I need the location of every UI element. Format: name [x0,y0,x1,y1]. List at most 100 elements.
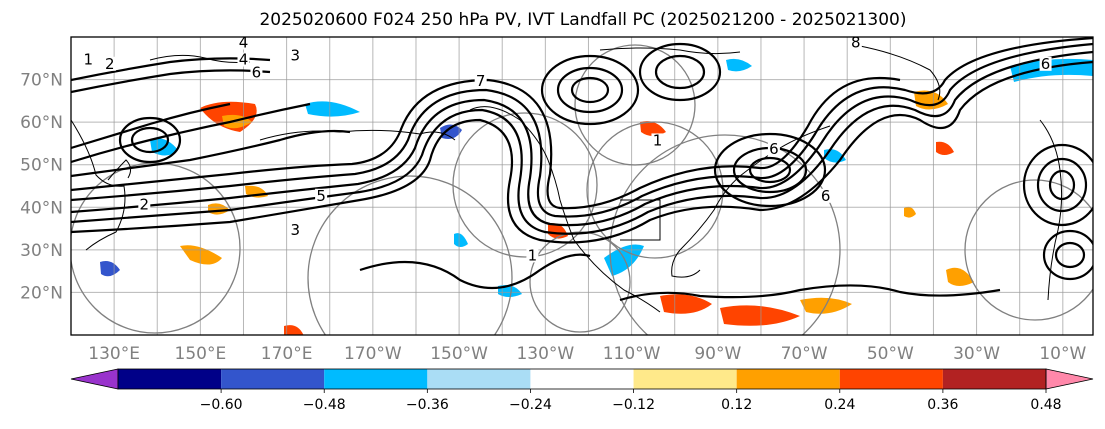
colorbar-tick-label: −0.12 [612,397,655,413]
colorbar-tick-labels: −0.60 −0.48 −0.36 −0.24 −0.12 0.12 0.24 0.36 0.4… [200,389,1062,413]
contour-label-bg [138,197,151,212]
contour-label: 6 [252,63,262,81]
latitude-tick-label: 40°N [20,198,63,218]
europe-africa-coast [1039,119,1063,301]
distance-ring [574,44,696,166]
distance-ring [307,175,513,335]
distance-ring [71,162,241,334]
longitude-tick-label: 90°W [694,344,741,364]
colorbar-tick-label: 0.24 [824,397,855,413]
colorbar-tick-label: 0.36 [927,397,958,413]
longitude-tick-label: 70°W [781,344,828,364]
pv-contour [638,42,722,102]
longitude-tick-label: 30°W [953,344,1000,364]
distance-ring [452,112,598,258]
greenland-coast [859,45,941,101]
contour-label-bg [315,188,328,203]
pv-contour [71,50,1093,235]
pv-contour [1042,229,1093,281]
contour-label-bg [849,37,862,50]
positive-anomaly-patch [904,206,916,218]
contour-label: 3 [290,46,300,64]
colorbar-segment [633,369,737,389]
longitude-tick-label: 130°E [88,344,140,364]
pv-contour [540,54,640,126]
colorbar-tick-label: −0.24 [509,397,552,413]
colorbar-tick-label: 0.48 [1030,397,1061,413]
longitude-tick-label: 10°W [1039,344,1086,364]
contour-label-bg [1039,56,1052,71]
pv-contour [570,76,610,104]
contour-label: 4 [239,51,249,69]
positive-anomaly-patch [640,121,666,136]
north-america-west-coast [469,106,575,241]
colorbar-tick-label: 0.12 [721,397,752,413]
colorbar-tick-label: −0.36 [406,397,449,413]
aleutian-chain [259,129,456,141]
contour-label-bg [474,73,487,88]
positive-anomaly-patch [660,294,712,314]
us-state-borders [620,199,661,241]
negative-anomaly-patch [440,124,462,139]
pv-contour [71,102,231,150]
colorbar-segment [118,369,222,389]
lat-lon-gridlines [71,37,1093,335]
colorbar-min-extension [70,368,119,390]
colorbar-segment [942,369,1046,389]
contour-label: 6 [1041,55,1051,73]
negative-anomaly-patch [726,58,752,72]
longitude-tick-label: 50°W [867,344,914,364]
contour-label: 2 [105,55,115,73]
latitude-tick-label: 60°N [20,113,63,133]
gulf-coast [671,249,701,278]
longitude-tick-label: 170°E [261,344,313,364]
colorbar-segment [839,369,943,389]
positive-anomaly-patch [284,325,304,335]
pv-contour [71,102,311,164]
contour-label-bg [767,141,780,156]
colorbar-segment [324,369,428,389]
pv-contour [71,76,901,210]
latitude-tick-label: 50°N [20,156,63,176]
contour-label-bg [82,52,95,67]
longitude-tick-label: 150°E [175,344,227,364]
colorbar-segment [530,369,634,389]
pv-contour [1022,143,1093,227]
colorbar-frame [117,368,1047,390]
longitude-tick-label: 110°W [603,344,661,364]
contour-label: 1 [653,131,663,149]
pv-contour [71,129,351,178]
longitude-tick-label: 170°W [344,344,402,364]
colorbar-segment [427,369,531,389]
positive-anomaly-patch [720,305,800,326]
map-background [71,37,1093,335]
contour-label: 1 [83,51,93,69]
distance-ring [964,179,1093,321]
pv-contour [1048,169,1076,201]
pv-contour [1036,157,1088,213]
pv-contour [748,156,792,184]
positive-anomaly-patch [946,267,974,286]
distance-ring [609,134,841,335]
contour-label-bg [289,222,302,237]
contour-label: 7 [476,72,486,90]
pv-contour [118,116,182,164]
negative-anomaly-patch [604,244,644,276]
pv-contour [359,253,591,290]
contour-label: 6 [769,140,779,158]
colorbar-tick-label: −0.60 [200,397,243,413]
latitude-tick-label: 70°N [20,71,63,91]
contour-label-bg [289,48,302,63]
longitude-tick-label: 130°W [516,344,574,364]
pv-contour [654,54,706,90]
contour-label-bg [237,37,250,50]
pv-contours [71,37,1093,302]
pv-contour [619,284,1001,302]
great-circle-rings [71,44,1093,335]
distance-ring [529,231,631,333]
pv-contour [71,69,271,94]
contour-label: 8 [851,34,861,52]
